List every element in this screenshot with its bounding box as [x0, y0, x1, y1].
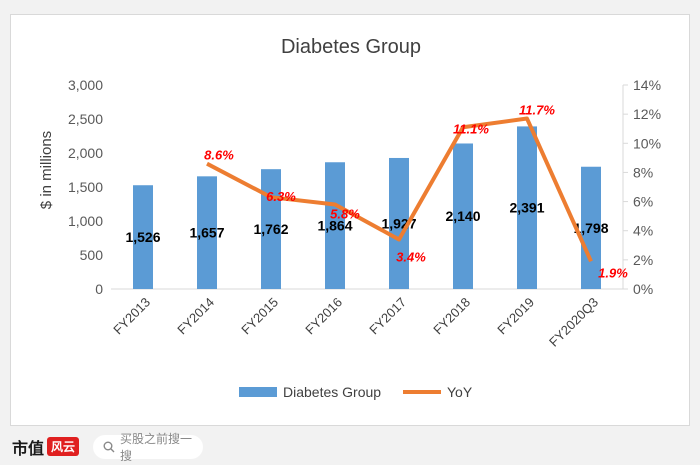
y2-tick-label: 2%: [633, 252, 653, 268]
yoy-data-label: 3.4%: [396, 249, 426, 264]
y2-axis-ticks: 0% 2% 4% 6% 8% 10% 12% 14%: [623, 77, 661, 297]
y2-tick-label: 6%: [633, 194, 653, 210]
bar-data-label: 1,762: [253, 221, 288, 237]
y-tick-label: 1,000: [68, 213, 103, 229]
legend-swatch-bar: [239, 387, 277, 397]
x-tick-label: FY2015: [238, 295, 281, 338]
y-tick-label: 1,500: [68, 179, 103, 195]
legend-label-yoy: YoY: [447, 384, 473, 400]
y-tick-label: 500: [80, 247, 104, 263]
brand-logo[interactable]: 市值 风云: [12, 435, 80, 459]
y2-tick-label: 4%: [633, 223, 653, 239]
bar-data-label: 1,526: [125, 229, 160, 245]
bar-fy2014: [197, 176, 217, 289]
yoy-data-label: 11.1%: [453, 121, 489, 136]
y2-tick-label: 8%: [633, 164, 653, 180]
bar-fy2019: [517, 126, 537, 289]
x-tick-label: FY2017: [366, 295, 409, 338]
yoy-data-label: 5.8%: [330, 206, 360, 221]
x-tick-label: FY2013: [110, 295, 153, 338]
yoy-line: [206, 116, 593, 263]
brand-mark: 风云: [47, 437, 80, 456]
y-tick-label: 2,000: [68, 145, 103, 161]
bar-fy2013: [133, 185, 153, 289]
x-tick-label: FY2014: [174, 295, 217, 338]
y-tick-label: 0: [95, 281, 103, 297]
bar-data-label: 2,391: [509, 200, 544, 216]
yoy-data-label: 11.7%: [519, 103, 555, 118]
yoy-data-label: 1.9%: [598, 265, 628, 280]
y-axis-ticks: 0 500 1,000 1,500 2,000 2,500 3,000: [68, 77, 103, 297]
x-tick-label: FY2019: [494, 295, 537, 338]
bar-fy2018: [453, 143, 473, 289]
y2-tick-label: 14%: [633, 77, 661, 93]
bar-fy2020q3: [581, 166, 601, 289]
search-box[interactable]: 买股之前搜一搜: [93, 432, 204, 463]
yoy-data-labels: 8.6% 6.3% 5.8% 3.4% 11.1% 11.7% 1.9%: [204, 103, 628, 281]
search-placeholder: 买股之前搜一搜: [120, 431, 193, 463]
combo-chart: Diabetes Group $ in millions 0 500 1,000 1,…: [38, 36, 661, 400]
yoy-data-label: 8.6%: [204, 148, 234, 163]
x-tick-label: FY2016: [302, 295, 345, 338]
y2-tick-label: 0%: [633, 281, 653, 297]
y-axis-label: $ in millions: [38, 131, 55, 209]
x-tick-label: FY2020Q3: [546, 295, 601, 350]
bar-data-label: 1,657: [189, 225, 224, 241]
y-tick-label: 3,000: [68, 77, 103, 93]
bar-data-label: 1,798: [573, 220, 608, 236]
footer-bar: 市值 风云 买股之前搜一搜: [0, 428, 700, 465]
yoy-line-series: [206, 116, 593, 263]
x-axis-ticks: FY2013 FY2014 FY2015 FY2016 FY2017 FY2018 FY20…: [110, 295, 601, 350]
search-icon: [103, 441, 115, 453]
brand-text: 市值: [12, 438, 45, 458]
bar-fy2016: [325, 162, 345, 289]
legend: Diabetes Group YoY: [239, 384, 473, 400]
legend-label-diabetes-group: Diabetes Group: [283, 384, 381, 400]
y2-tick-label: 10%: [633, 135, 661, 151]
bar-fy2017: [389, 157, 409, 289]
bar-data-label: 1,864: [317, 218, 352, 234]
x-tick-label: FY2018: [430, 295, 473, 338]
chart-title: Diabetes Group: [281, 36, 421, 58]
y2-tick-label: 12%: [633, 106, 661, 122]
bar-data-label: 2,140: [445, 208, 480, 224]
y-tick-label: 2,500: [68, 111, 103, 127]
chart-card: Diabetes Group $ in millions 0 500 1,000 1,…: [10, 14, 690, 426]
bar-series: [133, 126, 601, 289]
yoy-data-label: 6.3%: [266, 189, 296, 204]
